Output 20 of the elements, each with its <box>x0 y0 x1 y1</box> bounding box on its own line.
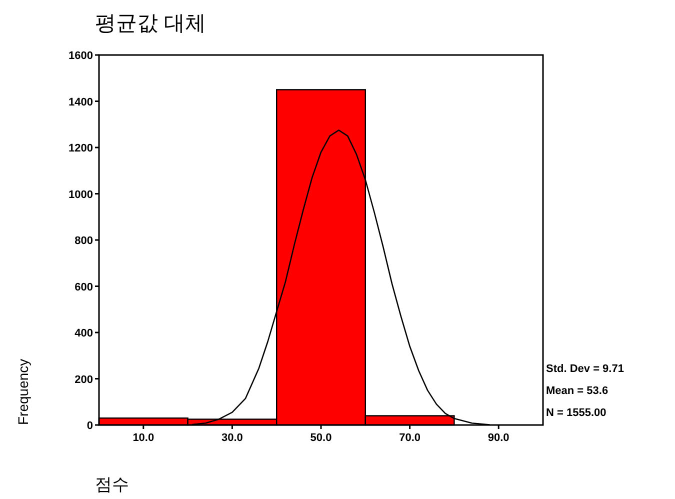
y-tick-label: 200 <box>74 374 93 386</box>
text: Std. Dev = 9.71 <box>546 363 624 375</box>
y-tick-label: 1600 <box>68 50 93 62</box>
y-axis-title: Frequency <box>15 358 31 425</box>
text: N = 1555.00 <box>546 407 606 419</box>
x-tick-label: 70.0 <box>399 432 421 444</box>
x-tick-label: 30.0 <box>221 432 243 444</box>
chart-title: 평균값 대체 <box>95 12 206 35</box>
y-tick-label: 1000 <box>68 188 93 201</box>
text: Mean = 53.6 <box>546 385 608 397</box>
x-tick-label: 10.0 <box>132 432 154 444</box>
y-tick-label: 600 <box>74 281 93 294</box>
x-tick-label: 50.0 <box>310 432 332 444</box>
y-tick-label: 0 <box>86 420 93 432</box>
y-tick-label: 400 <box>74 328 93 340</box>
x-tick-label: 90.0 <box>488 432 510 444</box>
y-tick-label: 800 <box>74 235 93 247</box>
y-tick-label: 1400 <box>68 96 93 108</box>
y-tick-label: 1200 <box>68 142 93 154</box>
x-axis-title: 점수 <box>95 475 129 494</box>
